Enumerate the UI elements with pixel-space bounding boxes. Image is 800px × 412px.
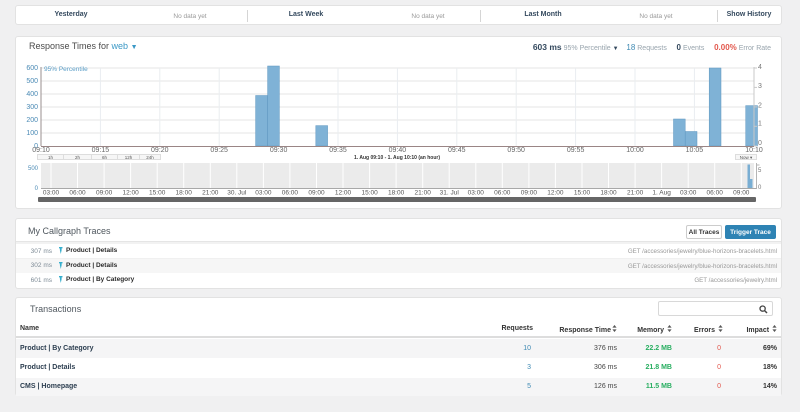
svg-text:06:00: 06:00 (494, 190, 511, 197)
svg-text:30. Jul: 30. Jul (227, 190, 247, 197)
svg-text:100: 100 (26, 130, 38, 137)
svg-text:06:00: 06:00 (69, 190, 86, 197)
svg-text:03:00: 03:00 (680, 190, 697, 197)
svg-text:06:00: 06:00 (282, 190, 299, 197)
svg-text:300: 300 (26, 104, 38, 111)
svg-text:18:00: 18:00 (388, 190, 405, 197)
svg-text:15:00: 15:00 (149, 190, 166, 197)
svg-text:0: 0 (34, 143, 38, 150)
svg-text:500: 500 (28, 166, 39, 172)
svg-text:10:10: 10:10 (745, 147, 763, 154)
svg-text:09:25: 09:25 (210, 147, 228, 154)
svg-text:12:00: 12:00 (122, 190, 139, 197)
svg-text:09:45: 09:45 (448, 147, 466, 154)
svg-text:03:00: 03:00 (43, 190, 60, 197)
svg-text:12:00: 12:00 (547, 190, 564, 197)
svg-text:5: 5 (758, 168, 762, 174)
svg-text:09:00: 09:00 (521, 190, 538, 197)
svg-text:500: 500 (26, 78, 38, 85)
svg-text:03:00: 03:00 (255, 190, 272, 197)
svg-text:4: 4 (758, 64, 762, 71)
svg-text:95% Percentile: 95% Percentile (44, 66, 88, 73)
svg-text:15:00: 15:00 (574, 190, 591, 197)
svg-text:12:00: 12:00 (335, 190, 352, 197)
svg-text:09:55: 09:55 (567, 147, 585, 154)
svg-text:10:05: 10:05 (686, 147, 704, 154)
svg-text:2: 2 (758, 103, 762, 110)
svg-text:03:00: 03:00 (468, 190, 485, 197)
svg-text:09:00: 09:00 (96, 190, 113, 197)
svg-text:09:10: 09:10 (32, 147, 50, 154)
svg-text:09:35: 09:35 (329, 147, 347, 154)
svg-text:09:40: 09:40 (389, 147, 407, 154)
svg-text:3: 3 (758, 83, 762, 90)
svg-text:1. Aug: 1. Aug (652, 190, 671, 197)
svg-text:200: 200 (26, 117, 38, 124)
svg-text:09:00: 09:00 (308, 190, 325, 197)
svg-text:09:20: 09:20 (151, 147, 169, 154)
svg-text:0: 0 (758, 140, 762, 147)
svg-text:09:15: 09:15 (92, 147, 110, 154)
svg-text:31. Jul: 31. Jul (440, 190, 460, 197)
svg-text:0: 0 (35, 186, 39, 192)
svg-text:09:30: 09:30 (270, 147, 288, 154)
svg-text:15:00: 15:00 (361, 190, 378, 197)
svg-text:18:00: 18:00 (176, 190, 193, 197)
svg-text:21:00: 21:00 (202, 190, 219, 197)
svg-text:600: 600 (26, 65, 38, 72)
svg-text:0: 0 (758, 185, 762, 191)
svg-text:09:00: 09:00 (733, 190, 750, 197)
svg-text:21:00: 21:00 (627, 190, 644, 197)
svg-text:1: 1 (758, 121, 762, 128)
svg-text:400: 400 (26, 91, 38, 98)
svg-text:18:00: 18:00 (600, 190, 617, 197)
svg-text:09:50: 09:50 (507, 147, 525, 154)
svg-text:06:00: 06:00 (707, 190, 724, 197)
svg-text:21:00: 21:00 (415, 190, 432, 197)
svg-text:10:00: 10:00 (626, 147, 644, 154)
